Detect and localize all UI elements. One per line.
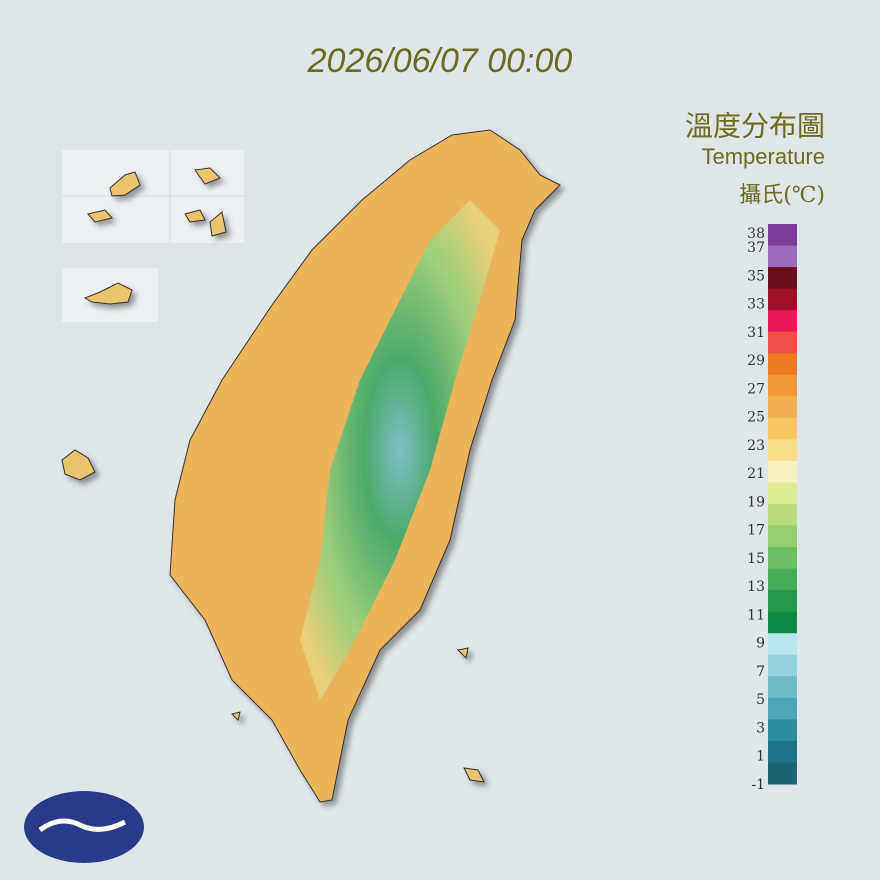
legend-band	[768, 288, 797, 311]
legend-band	[768, 439, 797, 462]
legend-label: 23	[747, 438, 765, 454]
legend-label: 35	[747, 268, 765, 284]
legend-band	[768, 331, 797, 354]
legend-band	[768, 633, 797, 656]
legend-band	[768, 697, 797, 720]
legend-label: 33	[747, 297, 765, 313]
legend-band	[768, 417, 797, 440]
legend-band	[768, 224, 797, 247]
legend-band	[768, 310, 797, 333]
logo-wave	[38, 818, 127, 833]
legend-label: 37	[747, 240, 765, 256]
legend-label: 3	[756, 720, 765, 736]
legend-label: 19	[747, 494, 765, 510]
legend-label: 25	[747, 410, 765, 426]
legend-label: -1	[751, 777, 765, 793]
title: 溫度分布圖	[685, 110, 825, 143]
legend-band	[768, 654, 797, 677]
legend-band	[768, 460, 797, 483]
legend-label: 31	[747, 325, 765, 341]
legend-band	[768, 568, 797, 591]
legend-band	[768, 267, 797, 290]
legend-label: 13	[747, 579, 765, 595]
legend-band	[768, 353, 797, 376]
legend-label: 11	[747, 607, 765, 623]
legend-band	[768, 482, 797, 505]
islands	[61, 167, 485, 783]
subtitle: Temperature	[701, 144, 825, 169]
legend-band	[768, 547, 797, 570]
legend-band	[768, 740, 797, 763]
legend-band	[768, 396, 797, 419]
legend-label: 17	[747, 523, 765, 539]
legend-band	[768, 525, 797, 548]
legend-band	[768, 611, 797, 634]
legend-label: 38	[747, 226, 765, 242]
legend-band	[768, 676, 797, 699]
legend-band	[768, 590, 797, 613]
legend-label: 29	[747, 353, 765, 369]
legend-band	[768, 504, 797, 527]
legend-band	[768, 245, 797, 268]
legend-label: 15	[747, 551, 765, 567]
legend-label: 9	[756, 636, 765, 652]
legend-band	[768, 374, 797, 397]
legend-label: 5	[756, 692, 765, 708]
timestamp: 2026/06/07 00:00	[307, 42, 573, 80]
legend-band	[768, 719, 797, 742]
legend-label: 21	[747, 466, 765, 482]
legend-band	[768, 762, 797, 785]
legend-label: 1	[756, 749, 765, 765]
unit: 攝氏(℃)	[739, 183, 825, 208]
legend-label: 27	[747, 381, 765, 397]
legend-label: 7	[756, 664, 765, 680]
mountain-range	[300, 200, 500, 700]
